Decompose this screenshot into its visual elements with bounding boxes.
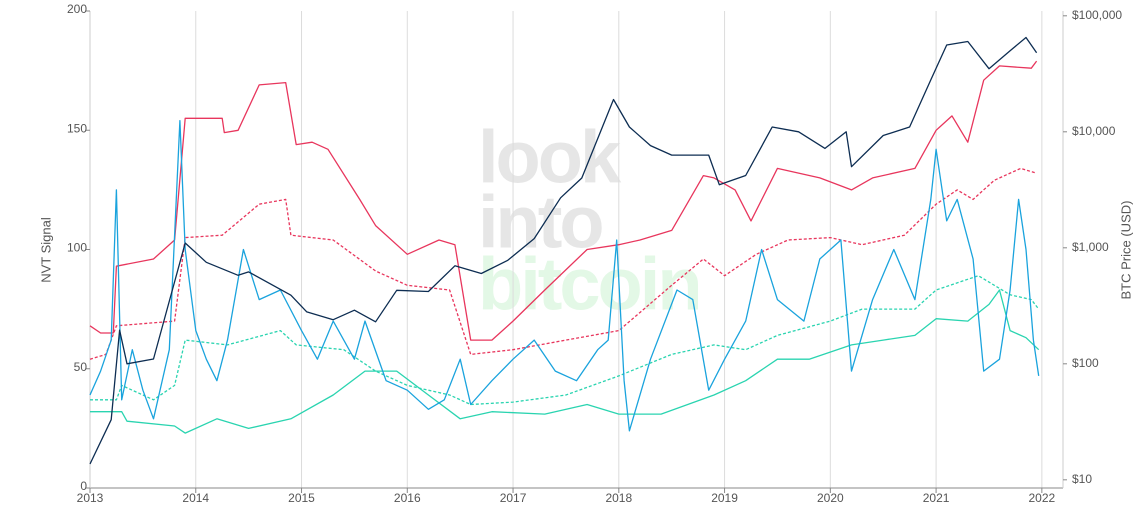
x-tick-label: 2021 — [923, 491, 950, 505]
y-tick-label: 200 — [67, 2, 87, 16]
series-line — [89, 167, 1037, 360]
watermark: look into bitcoin — [478, 116, 703, 326]
y-tick-label: 150 — [67, 121, 87, 135]
watermark-text: into — [478, 181, 602, 264]
watermark-text: look — [478, 116, 622, 199]
x-tick-label: 2013 — [77, 491, 104, 505]
y-axis-label: NVT Signal — [38, 217, 53, 283]
x-tick-label: 2017 — [500, 491, 527, 505]
y-tick-label: 100 — [67, 241, 87, 255]
series-line — [89, 36, 1038, 465]
watermark-text: bitcoin — [478, 243, 700, 326]
y-tick-label: 50 — [74, 360, 88, 374]
x-tick-label: 2016 — [394, 491, 421, 505]
y2-axis-label: BTC Price (USD) — [1118, 201, 1133, 300]
y2-tick-label: $1,000 — [1072, 240, 1109, 254]
y2-tick-label: $100 — [1072, 356, 1099, 370]
series-line — [90, 275, 1040, 406]
y2-tick-label: $10,000 — [1072, 124, 1116, 138]
x-tick-label: 2018 — [605, 491, 632, 505]
series-line — [89, 120, 1040, 432]
x-tick-label: 2019 — [711, 491, 738, 505]
x-tick-label: 2022 — [1028, 491, 1055, 505]
y2-tick-label: $10 — [1072, 472, 1092, 486]
x-tick-label: 2020 — [817, 491, 844, 505]
y2-tick-label: $100,000 — [1072, 8, 1122, 22]
x-tick-label: 2015 — [288, 491, 315, 505]
y-tick-label: 0 — [80, 479, 87, 493]
x-tick-label: 2014 — [182, 491, 209, 505]
series-line — [89, 60, 1038, 341]
series-line — [90, 289, 1040, 434]
